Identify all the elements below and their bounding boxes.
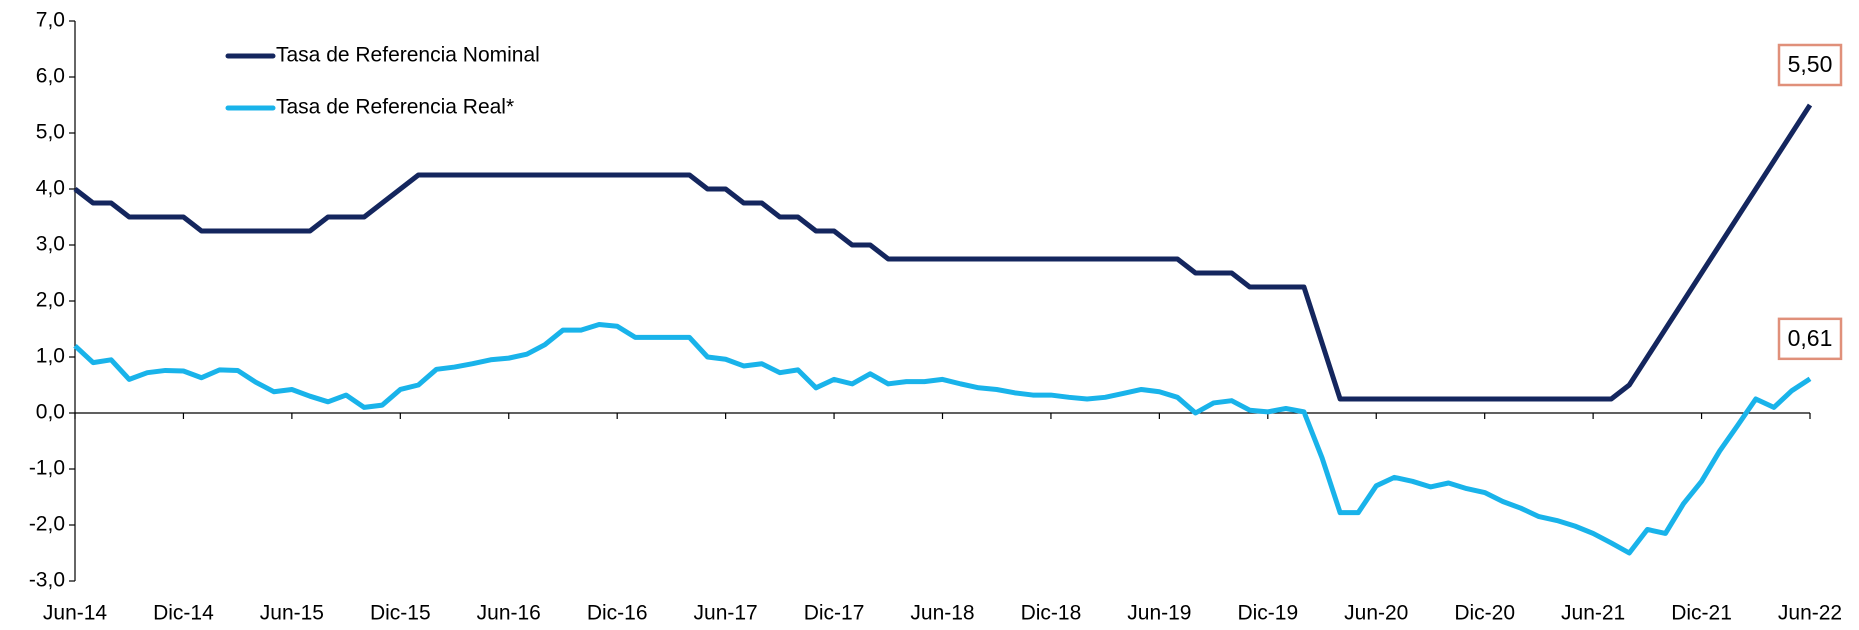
y-tick-label: -1,0	[29, 457, 65, 480]
x-tick-label: Jun-21	[1561, 602, 1625, 625]
y-tick-label: 0,0	[36, 401, 65, 424]
y-tick-label: -2,0	[29, 513, 65, 536]
y-tick-label: 3,0	[36, 233, 65, 256]
y-tick-label: -3,0	[29, 569, 65, 592]
legend-label: Tasa de Referencia Nominal	[276, 44, 540, 67]
series-line	[73, 322, 1812, 556]
x-tick-label: Jun-22	[1778, 602, 1842, 625]
x-tick-label: Jun-20	[1344, 602, 1408, 625]
x-tick-label: Dic-21	[1671, 602, 1732, 625]
value-label-box	[1777, 43, 1843, 87]
x-tick-label: Dic-14	[153, 602, 214, 625]
x-tick-label: Jun-17	[694, 602, 758, 625]
y-tick-label: 7,0	[36, 9, 65, 32]
x-tick-label: Dic-17	[804, 602, 865, 625]
x-tick-label: Dic-19	[1237, 602, 1298, 625]
value-label: 0,61	[1788, 325, 1833, 351]
y-tick-label: 6,0	[36, 65, 65, 88]
y-tick-label: 1,0	[36, 345, 65, 368]
x-tick-label: Jun-18	[910, 602, 974, 625]
x-tick-label: Dic-15	[370, 602, 431, 625]
x-tick-label: Jun-15	[260, 602, 324, 625]
x-tick-label: Jun-14	[43, 602, 108, 625]
y-tick-label: 5,0	[36, 121, 65, 144]
y-tick-label: 2,0	[36, 289, 65, 312]
x-tick-label: Jun-19	[1127, 602, 1191, 625]
value-label: 5,50	[1788, 51, 1833, 77]
legend-label: Tasa de Referencia Real*	[276, 96, 514, 119]
y-tick-label: 4,0	[36, 177, 65, 200]
x-tick-label: Dic-20	[1454, 602, 1515, 625]
x-tick-label: Dic-18	[1021, 602, 1082, 625]
series-line	[73, 103, 1813, 402]
value-label-box	[1777, 317, 1843, 361]
x-tick-label: Dic-16	[587, 602, 648, 625]
x-tick-label: Jun-16	[477, 602, 541, 625]
